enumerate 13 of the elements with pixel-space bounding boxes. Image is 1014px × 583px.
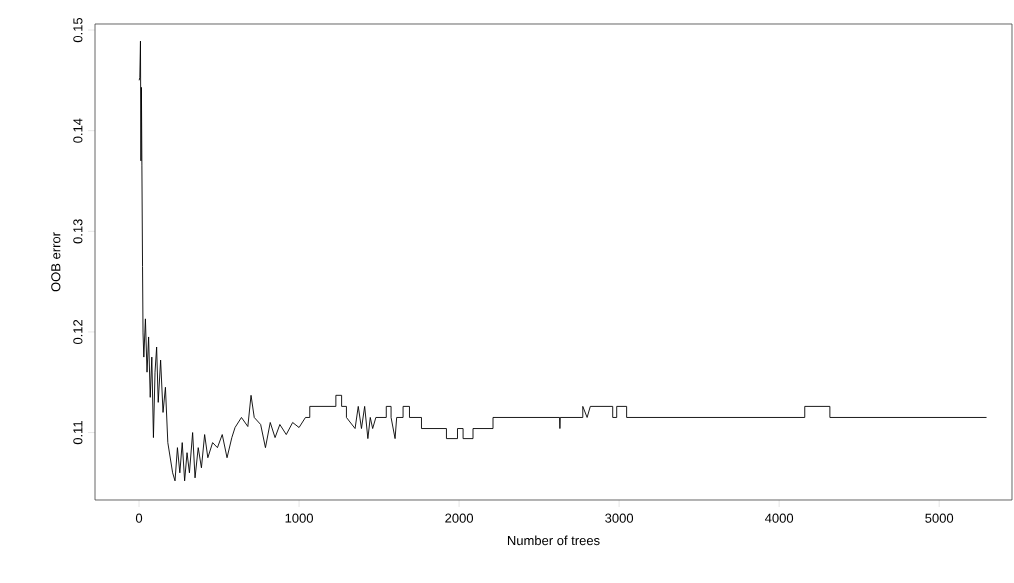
x-tick-label: 0 bbox=[135, 513, 143, 523]
y-axis-title: OOB error bbox=[51, 232, 61, 292]
x-tick-label: 3000 bbox=[605, 513, 634, 523]
x-tick-label: 2000 bbox=[445, 513, 474, 523]
x-tick-label: 1000 bbox=[285, 513, 313, 523]
y-tick-label: 0.11 bbox=[73, 421, 83, 445]
x-tick-label: 5000 bbox=[925, 513, 954, 523]
y-tick-label: 0.14 bbox=[73, 118, 83, 143]
y-tick-label: 0.15 bbox=[73, 17, 83, 43]
y-tick-label: 0.13 bbox=[73, 219, 83, 244]
x-axis-title: Number of trees bbox=[507, 535, 600, 546]
x-tick-label: 4000 bbox=[764, 513, 794, 523]
y-tick-label: 0.12 bbox=[73, 319, 83, 345]
